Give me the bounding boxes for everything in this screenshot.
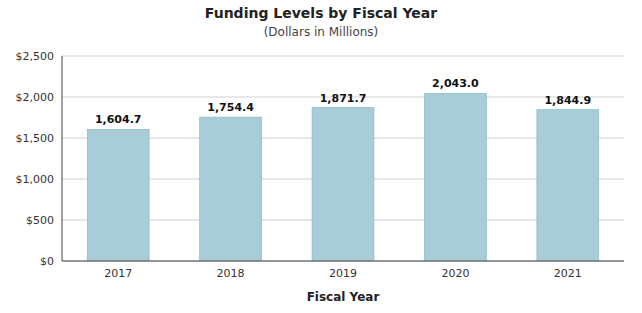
y-axis-line bbox=[62, 56, 63, 261]
x-axis-line bbox=[62, 261, 624, 262]
y-tick-label: $500 bbox=[26, 214, 54, 227]
subtitle: (Dollars in Millions) bbox=[264, 25, 379, 39]
x-tick-label: 2020 bbox=[441, 267, 469, 280]
y-tick-label: $1,000 bbox=[16, 173, 55, 186]
data-label: 1,844.9 bbox=[544, 94, 591, 107]
data-label: 1,871.7 bbox=[320, 92, 367, 105]
bar bbox=[87, 129, 149, 261]
title: Funding Levels by Fiscal Year bbox=[205, 5, 437, 21]
grid-line bbox=[62, 261, 624, 262]
y-tick-label: $2,500 bbox=[16, 50, 55, 63]
x-tick-label: 2021 bbox=[554, 267, 582, 280]
chart-svg: Funding Levels by Fiscal Year (Dollars in… bbox=[0, 0, 642, 313]
bar bbox=[537, 110, 599, 261]
chart-container: Funding Levels by Fiscal Year (Dollars in… bbox=[0, 0, 642, 313]
y-tick-label: $2,000 bbox=[16, 91, 55, 104]
bar bbox=[312, 108, 374, 261]
y-tick-label: $1,500 bbox=[16, 132, 55, 145]
grid bbox=[62, 56, 624, 261]
bar bbox=[424, 93, 486, 261]
bar bbox=[200, 117, 262, 261]
x-tick-label: 2017 bbox=[104, 267, 132, 280]
x-tick-label: 2019 bbox=[329, 267, 357, 280]
data-label: 1,604.7 bbox=[95, 113, 142, 126]
y-tick-label: $0 bbox=[40, 255, 54, 268]
x-axis-label: Fiscal Year bbox=[307, 290, 380, 304]
bars bbox=[87, 93, 598, 261]
data-label: 2,043.0 bbox=[432, 77, 479, 90]
x-tick-label: 2018 bbox=[217, 267, 245, 280]
data-label: 1,754.4 bbox=[207, 101, 254, 114]
grid-line bbox=[62, 56, 624, 57]
